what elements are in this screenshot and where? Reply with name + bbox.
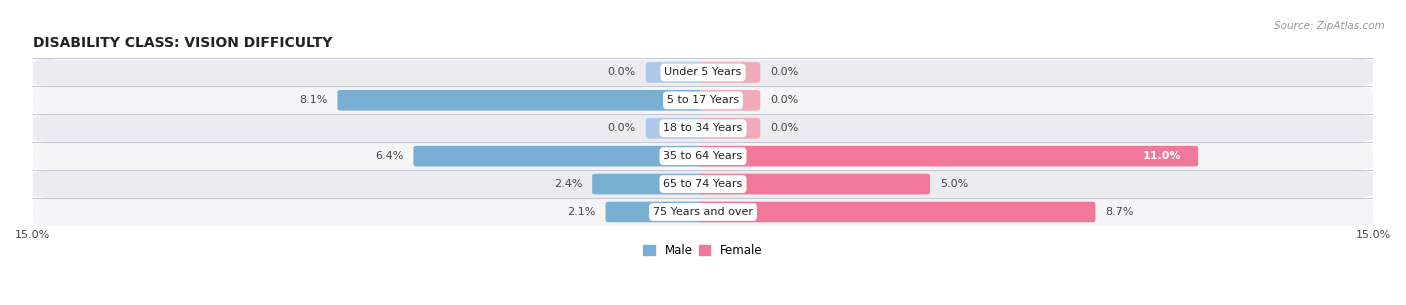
Circle shape xyxy=(25,143,66,169)
Text: 0.0%: 0.0% xyxy=(607,123,636,133)
Circle shape xyxy=(25,171,66,197)
Bar xyxy=(46,115,1360,141)
Text: 65 to 74 Years: 65 to 74 Years xyxy=(664,179,742,189)
Text: Under 5 Years: Under 5 Years xyxy=(665,67,741,77)
Circle shape xyxy=(25,199,66,225)
FancyBboxPatch shape xyxy=(699,146,1198,167)
Circle shape xyxy=(1340,59,1381,85)
Bar xyxy=(46,199,1360,225)
FancyBboxPatch shape xyxy=(645,62,707,83)
Text: 2.1%: 2.1% xyxy=(568,207,596,217)
FancyBboxPatch shape xyxy=(699,90,761,111)
Text: 8.7%: 8.7% xyxy=(1105,207,1133,217)
Circle shape xyxy=(1340,115,1381,141)
FancyBboxPatch shape xyxy=(699,202,1095,222)
Text: 11.0%: 11.0% xyxy=(1143,151,1181,161)
Text: 0.0%: 0.0% xyxy=(607,67,636,77)
Text: 5 to 17 Years: 5 to 17 Years xyxy=(666,95,740,105)
Bar xyxy=(46,88,1360,113)
Text: 18 to 34 Years: 18 to 34 Years xyxy=(664,123,742,133)
Text: 0.0%: 0.0% xyxy=(770,95,799,105)
FancyBboxPatch shape xyxy=(699,118,761,138)
Text: Source: ZipAtlas.com: Source: ZipAtlas.com xyxy=(1274,21,1385,31)
Circle shape xyxy=(1340,88,1381,113)
FancyBboxPatch shape xyxy=(699,62,761,83)
FancyBboxPatch shape xyxy=(337,90,707,111)
Bar xyxy=(46,171,1360,197)
Legend: Male, Female: Male, Female xyxy=(644,244,762,257)
Bar xyxy=(46,143,1360,169)
FancyBboxPatch shape xyxy=(592,174,707,194)
Circle shape xyxy=(1340,199,1381,225)
Text: 0.0%: 0.0% xyxy=(770,67,799,77)
FancyBboxPatch shape xyxy=(645,118,707,138)
Text: 6.4%: 6.4% xyxy=(375,151,404,161)
Text: 2.4%: 2.4% xyxy=(554,179,582,189)
Text: 5.0%: 5.0% xyxy=(939,179,969,189)
Text: 0.0%: 0.0% xyxy=(770,123,799,133)
Text: DISABILITY CLASS: VISION DIFFICULTY: DISABILITY CLASS: VISION DIFFICULTY xyxy=(32,36,332,50)
Circle shape xyxy=(25,59,66,85)
Text: 8.1%: 8.1% xyxy=(299,95,328,105)
Circle shape xyxy=(25,88,66,113)
FancyBboxPatch shape xyxy=(606,202,707,222)
Text: 35 to 64 Years: 35 to 64 Years xyxy=(664,151,742,161)
Circle shape xyxy=(1340,171,1381,197)
FancyBboxPatch shape xyxy=(699,174,929,194)
Circle shape xyxy=(25,115,66,141)
FancyBboxPatch shape xyxy=(413,146,707,167)
Circle shape xyxy=(1340,143,1381,169)
Text: 75 Years and over: 75 Years and over xyxy=(652,207,754,217)
Bar xyxy=(46,59,1360,85)
